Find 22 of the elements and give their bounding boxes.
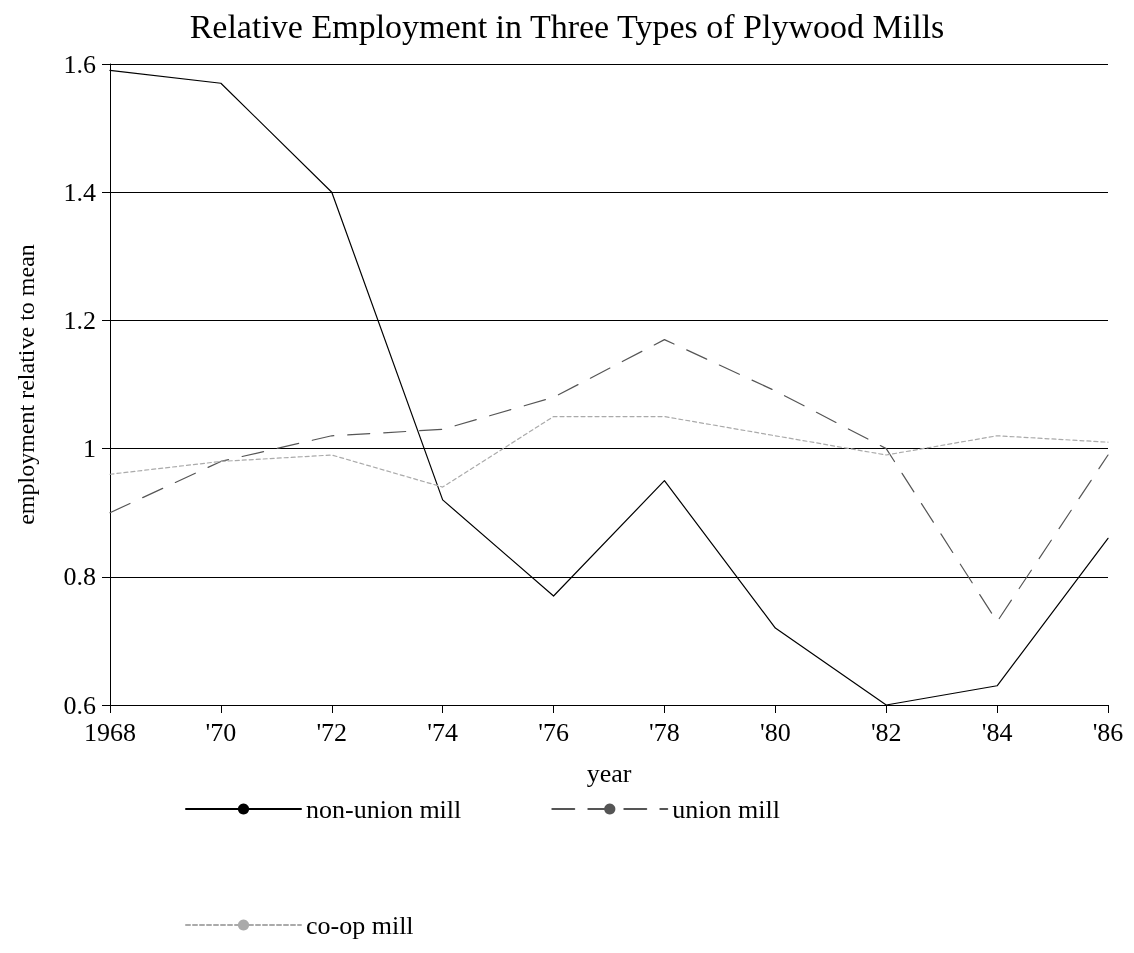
x-tick-label: '82 (870, 717, 902, 747)
legend-label: union mill (672, 794, 780, 824)
y-tick-label: 1 (83, 434, 96, 464)
y-tick-label: 0.8 (63, 562, 96, 592)
legend-label: co-op mill (306, 910, 414, 940)
legend-label: non-union mill (306, 794, 462, 824)
y-axis-title: employment relative to mean (13, 244, 39, 525)
y-tick-label: 1.6 (63, 49, 96, 79)
x-tick-label: '74 (427, 717, 459, 747)
y-tick-label: 1.4 (63, 177, 96, 207)
x-tick-label: '72 (316, 717, 348, 747)
x-tick-label: '76 (538, 717, 569, 747)
x-tick-label: '84 (981, 717, 1013, 747)
x-tick-label: '78 (649, 717, 680, 747)
y-tick-label: 1.2 (63, 305, 96, 335)
x-tick-label: '86 (1092, 717, 1124, 747)
x-tick-label: 1968 (84, 717, 136, 747)
x-axis-title: year (586, 758, 632, 788)
x-tick-label: '70 (205, 717, 237, 747)
chart-title: Relative Employment in Three Types of Plywood Mills (189, 7, 945, 45)
x-tick-label: '80 (759, 717, 791, 747)
y-tick-label: 0.6 (63, 690, 96, 720)
